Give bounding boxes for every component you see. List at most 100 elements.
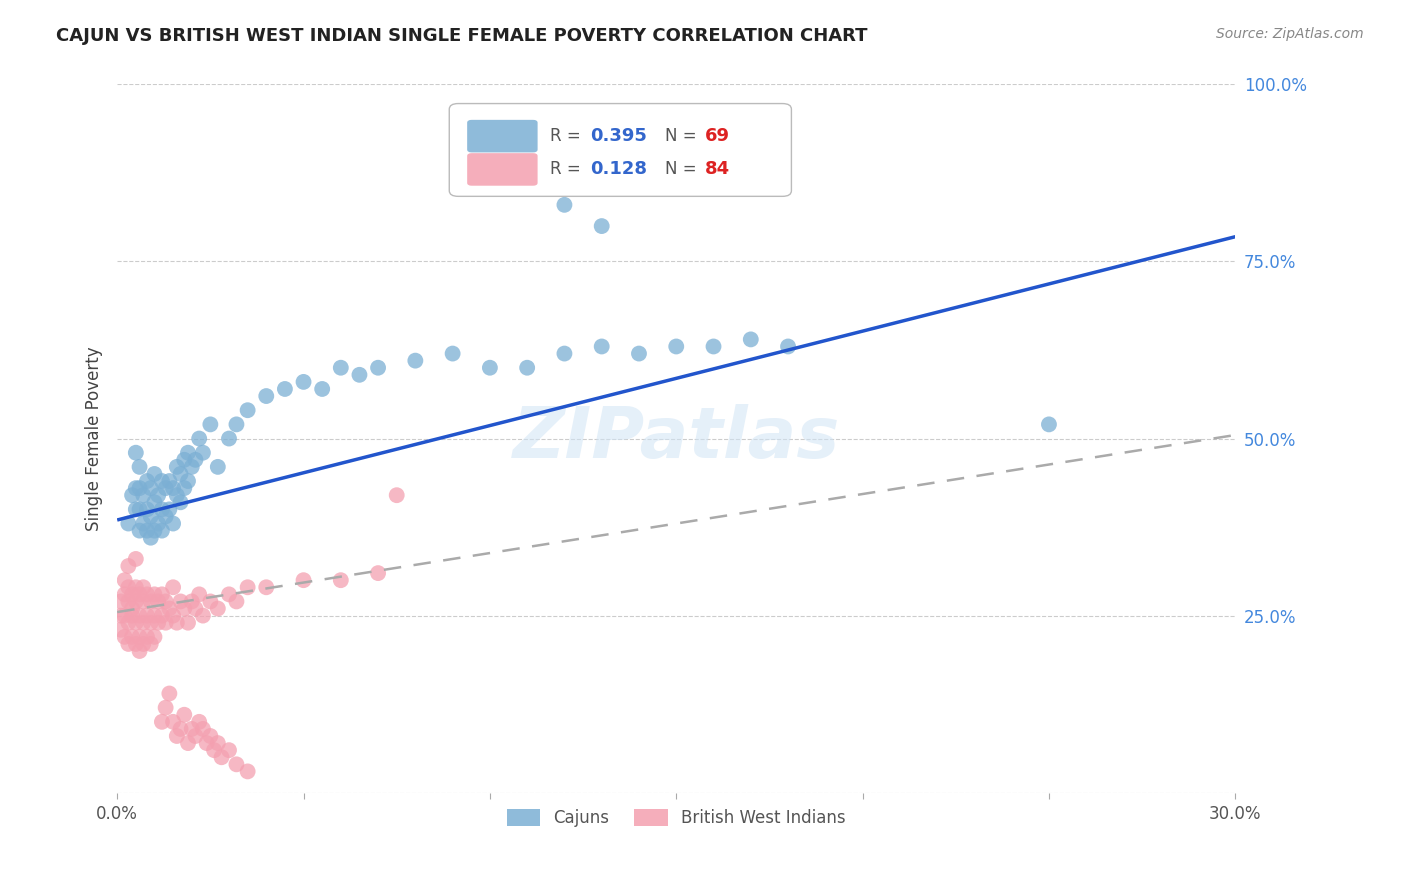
Point — [188, 587, 211, 601]
Point — [211, 750, 233, 764]
Point — [236, 764, 259, 779]
Point — [274, 382, 297, 396]
Point — [143, 630, 166, 644]
Legend: Cajuns, British West Indians: Cajuns, British West Indians — [501, 803, 852, 834]
Point — [184, 729, 207, 743]
Point — [128, 481, 150, 495]
Point — [169, 594, 191, 608]
Point — [132, 594, 155, 608]
Text: N =: N = — [665, 128, 702, 145]
Point — [121, 601, 143, 615]
Point — [117, 637, 139, 651]
Point — [177, 736, 200, 750]
Point — [155, 700, 177, 714]
Point — [180, 594, 202, 608]
Point — [702, 339, 724, 353]
Point — [121, 630, 143, 644]
FancyBboxPatch shape — [467, 120, 537, 153]
Text: ZIPatlas: ZIPatlas — [513, 404, 839, 473]
Point — [157, 601, 180, 615]
Point — [150, 474, 173, 488]
Point — [553, 198, 575, 212]
Point — [117, 580, 139, 594]
Point — [218, 587, 240, 601]
Point — [155, 509, 177, 524]
Point — [110, 608, 132, 623]
Point — [441, 346, 464, 360]
Point — [349, 368, 371, 382]
Point — [166, 488, 188, 502]
Point — [225, 757, 247, 772]
Point — [200, 417, 222, 432]
Point — [125, 580, 148, 594]
Point — [404, 353, 426, 368]
Point — [136, 524, 159, 538]
Point — [132, 516, 155, 531]
Point — [110, 594, 132, 608]
Point — [128, 502, 150, 516]
Point — [665, 339, 688, 353]
Point — [218, 432, 240, 446]
Point — [385, 488, 408, 502]
Point — [157, 686, 180, 700]
Point — [136, 587, 159, 601]
Point — [169, 495, 191, 509]
FancyBboxPatch shape — [467, 153, 537, 186]
Point — [139, 637, 162, 651]
Point — [148, 488, 170, 502]
Point — [776, 339, 799, 353]
Point — [367, 360, 389, 375]
Point — [516, 360, 538, 375]
Point — [740, 332, 762, 346]
Point — [191, 446, 214, 460]
Point — [1038, 417, 1060, 432]
Text: Source: ZipAtlas.com: Source: ZipAtlas.com — [1216, 27, 1364, 41]
Point — [591, 339, 613, 353]
Point — [329, 360, 352, 375]
Point — [132, 580, 155, 594]
Point — [132, 637, 155, 651]
Point — [143, 495, 166, 509]
Point — [180, 459, 202, 474]
Point — [125, 594, 148, 608]
Point — [148, 594, 170, 608]
Point — [188, 714, 211, 729]
Point — [143, 587, 166, 601]
Point — [139, 615, 162, 630]
Point — [591, 219, 613, 233]
Point — [125, 446, 148, 460]
Point — [155, 481, 177, 495]
Text: N =: N = — [665, 161, 702, 178]
Text: R =: R = — [550, 161, 586, 178]
Point — [202, 743, 225, 757]
Point — [143, 524, 166, 538]
Point — [225, 417, 247, 432]
Point — [150, 524, 173, 538]
Text: 0.128: 0.128 — [591, 161, 647, 178]
Y-axis label: Single Female Poverty: Single Female Poverty — [86, 346, 103, 531]
Point — [218, 743, 240, 757]
Point — [128, 524, 150, 538]
Point — [143, 467, 166, 481]
Text: CAJUN VS BRITISH WEST INDIAN SINGLE FEMALE POVERTY CORRELATION CHART: CAJUN VS BRITISH WEST INDIAN SINGLE FEMA… — [56, 27, 868, 45]
Point — [114, 573, 136, 587]
Point — [292, 375, 315, 389]
Point — [292, 573, 315, 587]
Point — [329, 573, 352, 587]
Point — [121, 587, 143, 601]
Point — [114, 608, 136, 623]
Point — [207, 459, 229, 474]
Point — [367, 566, 389, 580]
Point — [136, 608, 159, 623]
Point — [162, 516, 184, 531]
Point — [132, 488, 155, 502]
Point — [162, 714, 184, 729]
Point — [128, 587, 150, 601]
Point — [121, 488, 143, 502]
Point — [114, 630, 136, 644]
Point — [136, 630, 159, 644]
Point — [225, 594, 247, 608]
Point — [177, 446, 200, 460]
Point — [254, 389, 277, 403]
Point — [132, 615, 155, 630]
